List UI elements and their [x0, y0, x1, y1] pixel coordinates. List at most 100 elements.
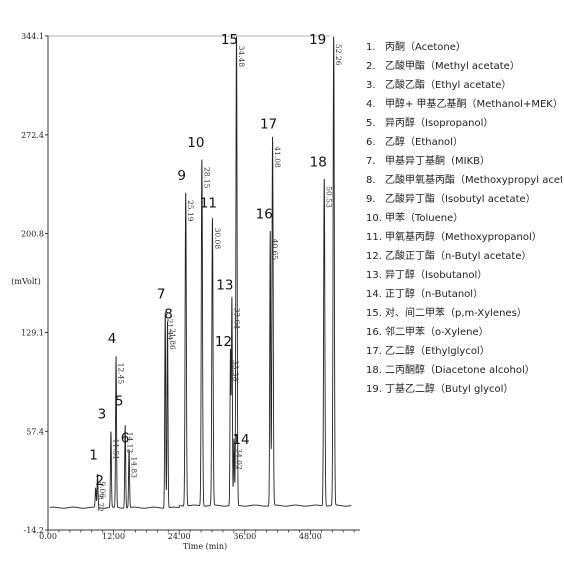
- legend-entry: 12. 乙酸正丁酯（n-Butyl acetate）: [366, 247, 562, 266]
- peak-number-label: 7: [157, 287, 166, 303]
- legend-entry-number: 19.: [366, 384, 382, 395]
- legend-entry: 8. 乙酸甲氧基丙酯（Methoxypropyl acet: [366, 171, 562, 190]
- legend-entry-name: 甲氧基丙醇（Methoxypropanol）: [385, 232, 542, 243]
- legend-entry-number: 6.: [366, 137, 376, 148]
- y-tick-group: -14.2 57.4 129.1 200.8 272.4 344.1: [21, 32, 48, 535]
- legend-entry-number: 3.: [366, 80, 376, 91]
- y-tick-label: 344.1: [21, 32, 44, 41]
- legend-entry: 11. 甲氧基丙醇（Methoxypropanol）: [366, 228, 562, 247]
- compound-legend: 1. 丙酮（Acetone） 2. 乙酸甲酯（Methyl acetate） 3. 乙酸乙…: [366, 38, 562, 399]
- retention-time-label: 33.38: [231, 360, 240, 382]
- legend-entry: 4. 甲醇+ 甲基乙基酮（Methanol+MEK）: [366, 95, 562, 114]
- legend-entry-name: 丙酮（Acetone）: [385, 42, 466, 53]
- legend-entry-number: 12.: [366, 251, 382, 262]
- retention-time-label: 34.48: [237, 46, 246, 68]
- legend-entry: 17. 乙二醇（Ethylglycol）: [366, 342, 562, 361]
- retention-time-label: 21.86: [168, 328, 177, 350]
- legend-entry-number: 16.: [366, 327, 382, 338]
- legend-entry-number: 2.: [366, 61, 376, 72]
- legend-entry: 13. 异丁醇（Isobutanol）: [366, 266, 562, 285]
- chromatogram-trace: [49, 36, 352, 509]
- legend-entry-name: 甲醇+ 甲基乙基酮（Methanol+MEK）: [385, 99, 562, 110]
- legend-entry: 18. 二丙酮醇（Diacetone alcohol）: [366, 361, 562, 380]
- x-axis-label: Time (min): [183, 542, 227, 551]
- legend-entry-name: 邻二甲苯（o-Xylene）: [385, 327, 489, 338]
- x-tick-label: 0.00: [39, 532, 57, 541]
- peak-number-label: 4: [108, 331, 117, 347]
- legend-entry-number: 9.: [366, 194, 376, 205]
- peak-number-label: 10: [187, 135, 204, 151]
- legend-entry-number: 15.: [366, 308, 382, 319]
- legend-entry-number: 13.: [366, 270, 382, 281]
- legend-entry-name: 丁基乙二醇（Butyl glycol）: [385, 384, 514, 395]
- legend-entry-number: 18.: [366, 365, 382, 376]
- legend-entry: 6. 乙醇（Ethanol）: [366, 133, 562, 152]
- retention-time-label: 12.45: [117, 363, 126, 385]
- legend-entry-name: 乙酸甲酯（Methyl acetate）: [385, 61, 520, 72]
- y-tick-label: 272.4: [21, 131, 44, 140]
- legend-entry-name: 异丁醇（Isobutanol）: [385, 270, 488, 281]
- x-tick-label: 48.00: [299, 532, 322, 541]
- peak-number-label: 6: [121, 431, 130, 447]
- legend-entry-name: 乙酸正丁酯（n-Butyl acetate）: [385, 251, 532, 262]
- peak-number-label: 8: [164, 306, 173, 322]
- y-tick-label: 129.1: [21, 328, 44, 337]
- legend-entry: 1. 丙酮（Acetone）: [366, 38, 562, 57]
- retention-time-label: 40.65: [271, 239, 280, 261]
- peak-number-label: 15: [221, 32, 238, 48]
- legend-entry-name: 乙酸异丁酯（Isobutyl acetate）: [385, 194, 536, 205]
- legend-entry: 3. 乙酸乙酯（Ethyl acetate）: [366, 76, 562, 95]
- retention-time-label: 14.83: [130, 457, 139, 479]
- peak-number-label: 3: [98, 407, 107, 423]
- legend-entry-name: 乙酸甲氧基丙酯（Methoxypropyl acet: [385, 175, 562, 186]
- retention-time-label: 14.12: [126, 432, 135, 454]
- retention-time-label: 21.44: [166, 319, 175, 341]
- legend-entry-name: 正丁醇（n-Butanol）: [385, 289, 484, 300]
- x-tick-label: 24.00: [168, 532, 191, 541]
- legend-entry: 5. 异丙醇（Isopropanol）: [366, 114, 562, 133]
- legend-entry-name: 对、间二甲苯（p,m-Xylenes）: [385, 308, 527, 319]
- legend-entry-number: 7.: [366, 156, 376, 167]
- legend-entry: 10. 甲苯（Toluene）: [366, 209, 562, 228]
- legend-entry-number: 17.: [366, 346, 382, 357]
- legend-entry: 19. 丁基乙二醇（Butyl glycol）: [366, 380, 562, 399]
- y-tick-label: -14.2: [23, 526, 44, 535]
- peak-number-label: 9: [177, 168, 186, 184]
- retention-time-label-group: 9.068.7211.5112.4514.1214.8321.4421.8625…: [96, 44, 343, 512]
- retention-time-label: 52.26: [334, 44, 343, 66]
- retention-time-label: 30.08: [213, 228, 222, 250]
- y-tick-label: 200.8: [21, 230, 44, 239]
- peak-number-label: 13: [216, 278, 233, 294]
- peak-number-label: 19: [309, 32, 326, 48]
- peak-number-label: 2: [95, 473, 104, 489]
- peak-number-label: 14: [232, 432, 249, 448]
- retention-time-label: 34.02: [234, 448, 243, 470]
- retention-time-label: 9.06: [98, 481, 107, 498]
- legend-entry-name: 乙酸乙酯（Ethyl acetate）: [385, 80, 512, 91]
- legend-entry-name: 异丙醇（Isopropanol）: [385, 118, 494, 129]
- legend-entry-number: 8.: [366, 175, 376, 186]
- legend-entry-name: 乙醇（Ethanol）: [385, 137, 463, 148]
- x-tick-label: 36.00: [233, 532, 256, 541]
- peak-number-label: 5: [115, 394, 124, 410]
- retention-time-label: 41.08: [273, 146, 282, 168]
- legend-entry-name: 二丙酮醇（Diacetone alcohol）: [385, 365, 535, 376]
- peak-number-label: 1: [89, 447, 98, 463]
- legend-entry-number: 5.: [366, 118, 376, 129]
- y-tick-label: 57.4: [26, 427, 44, 436]
- retention-time-label: 28.15: [202, 167, 211, 189]
- legend-entry-number: 11.: [366, 232, 382, 243]
- legend-entry: 2. 乙酸甲酯（Methyl acetate）: [366, 57, 562, 76]
- retention-time-label: 25.19: [186, 200, 195, 222]
- peak-number-label: 11: [200, 196, 217, 212]
- retention-time-label: 33.64: [232, 308, 241, 330]
- peak-number-label: 18: [310, 154, 327, 170]
- legend-entry-name: 乙二醇（Ethylglycol）: [385, 346, 490, 357]
- legend-entry-number: 1.: [366, 42, 376, 53]
- chart-axes: [47, 35, 360, 531]
- legend-entry: 16. 邻二甲苯（o-Xylene）: [366, 323, 562, 342]
- legend-entry-number: 10.: [366, 213, 382, 224]
- legend-entry-number: 4.: [366, 99, 376, 110]
